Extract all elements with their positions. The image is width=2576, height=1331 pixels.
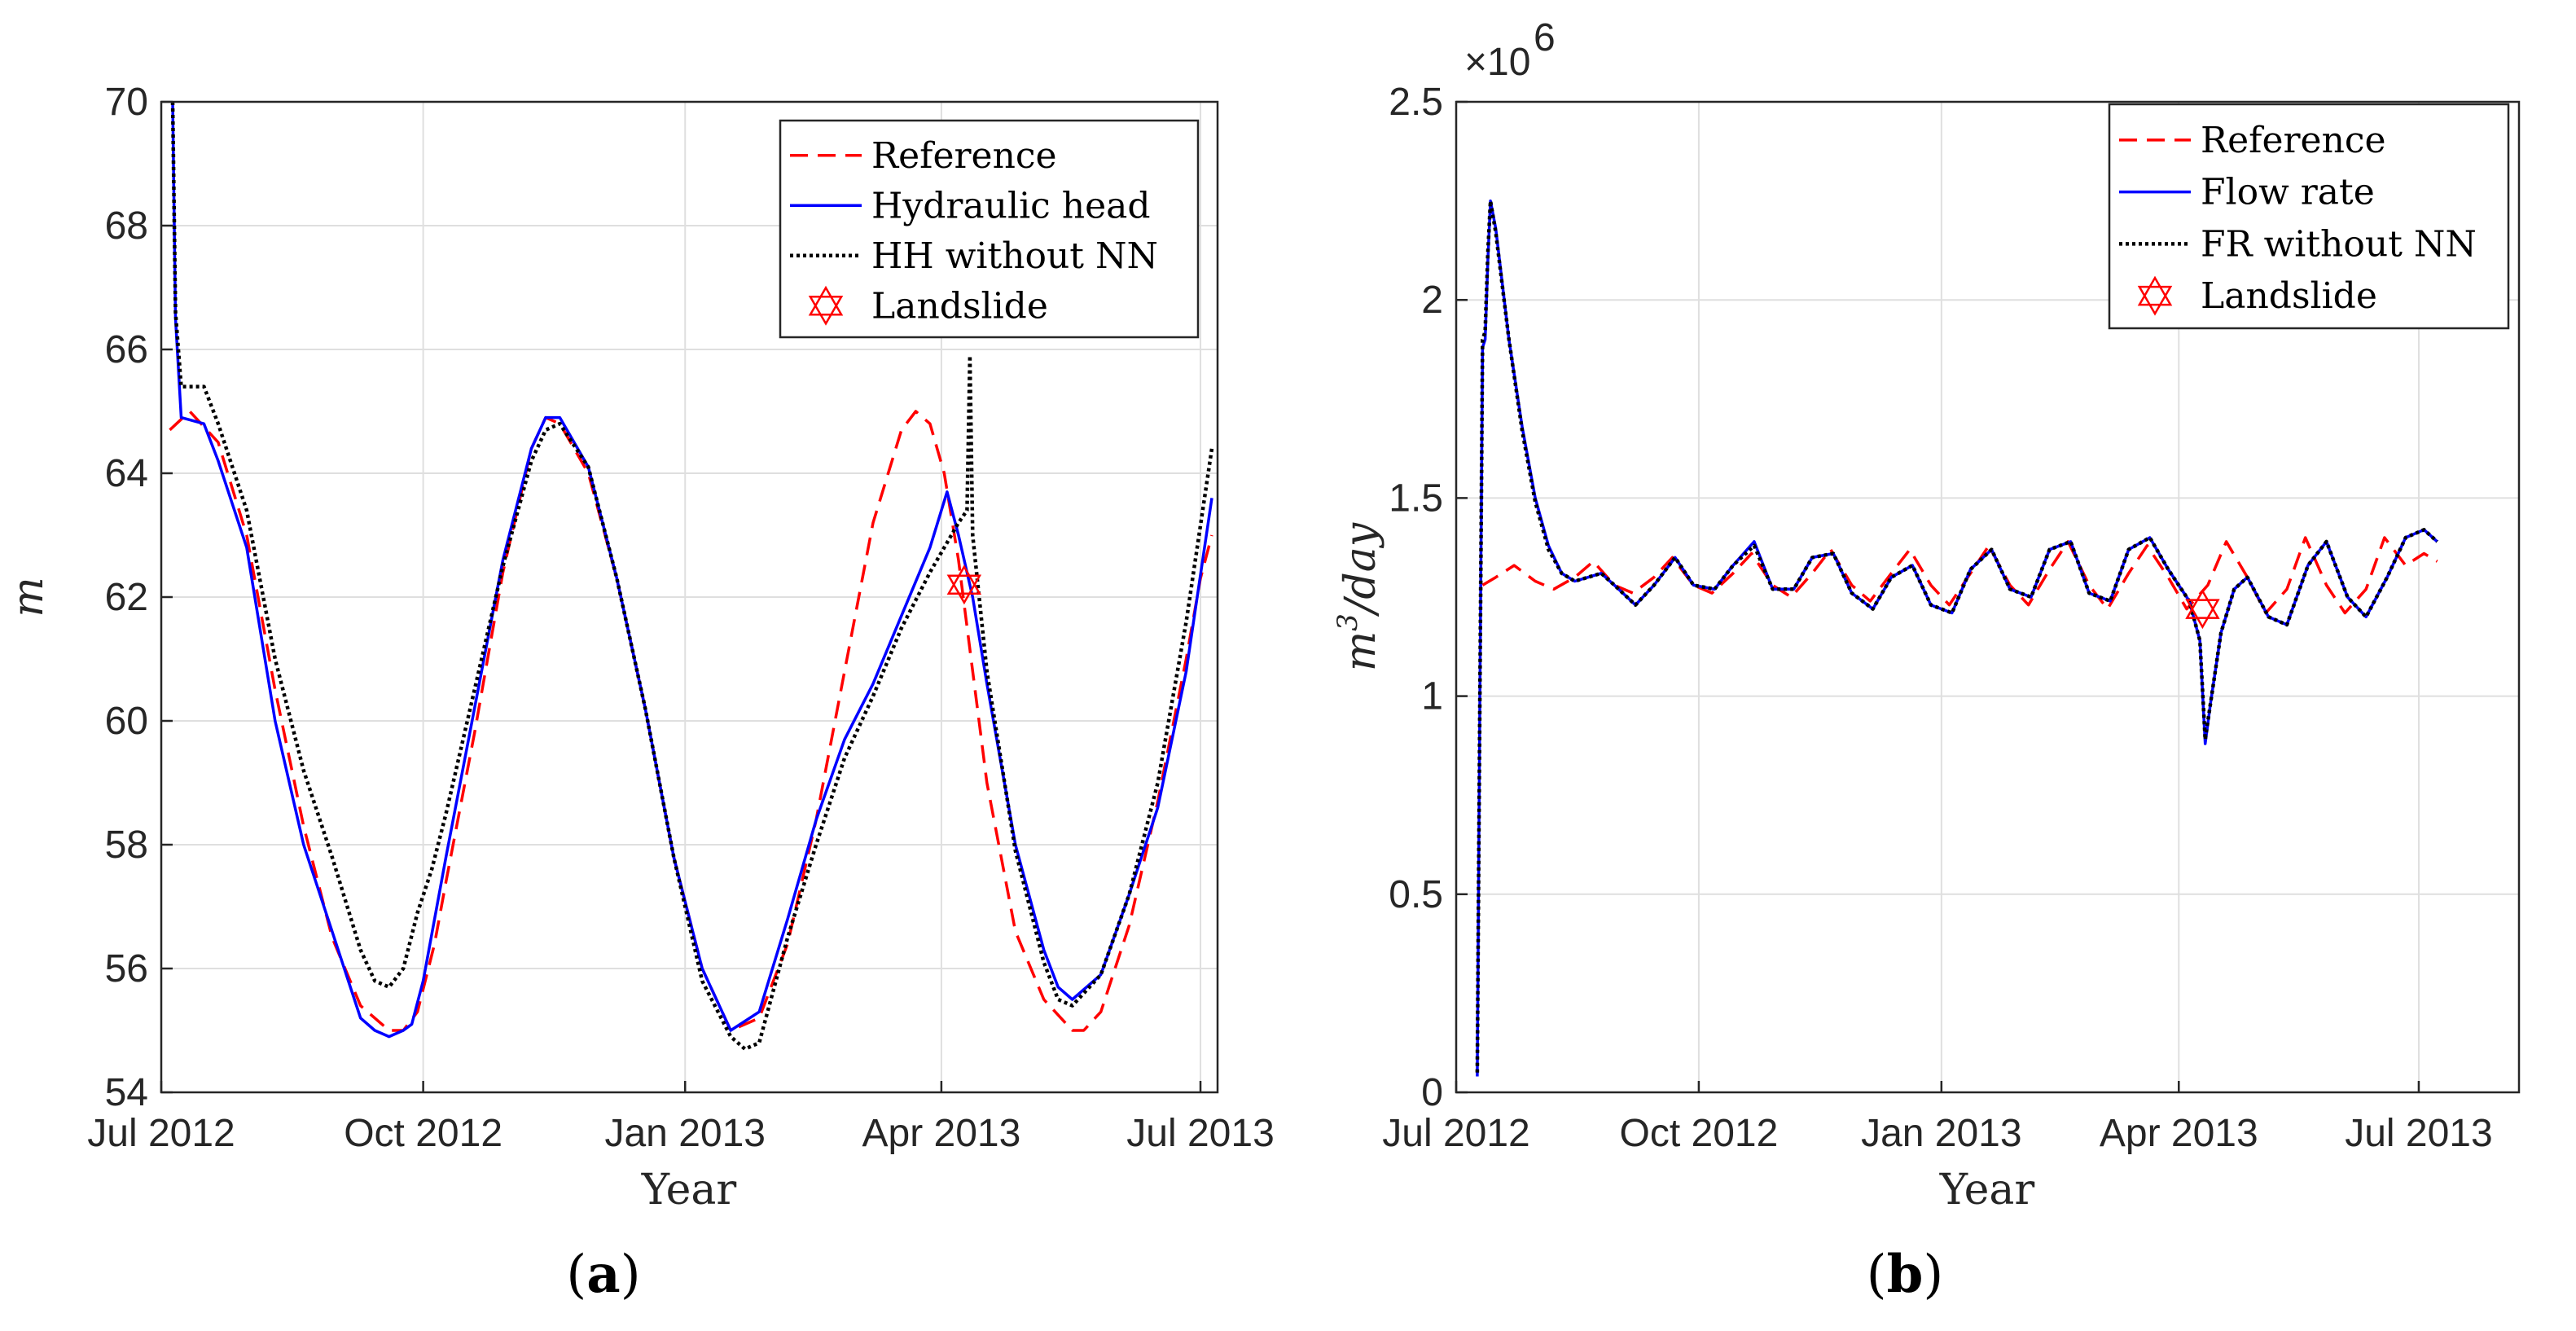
- x-tick-label: Apr 2013: [862, 1112, 1020, 1155]
- x-tick-label: Jul 2012: [87, 1112, 235, 1155]
- y-tick-label: 2.5: [1389, 81, 1443, 124]
- panel-b-label: (b): [1867, 1244, 1944, 1305]
- y-tick-label: 58: [105, 824, 148, 867]
- y-tick-label: 56: [105, 947, 148, 991]
- y-tick-label: 2: [1421, 279, 1443, 322]
- x-tick-label: Oct 2012: [344, 1112, 502, 1155]
- landslide-marker: [946, 564, 982, 605]
- x-tick-label: Jan 2013: [1861, 1112, 2022, 1155]
- landslide-marker: [2185, 589, 2220, 630]
- x-tick-label: Jul 2012: [1382, 1112, 1529, 1155]
- y-tick-label: 1: [1421, 675, 1443, 718]
- legend-label: Flow rate: [2201, 172, 2375, 213]
- y-tick-label: 70: [105, 81, 148, 124]
- panel-a-label-letter: a: [586, 1244, 620, 1305]
- series-line-fr-without-nn: [1475, 199, 2439, 1073]
- legend-label: Landslide: [871, 285, 1048, 327]
- panel-a-x-axis-label: Year: [641, 1166, 737, 1215]
- panel-b-exponent-power: 6: [1534, 16, 1556, 59]
- panel-b-plot-frame: [1455, 100, 2521, 1094]
- x-tick-label: Apr 2013: [2100, 1112, 2258, 1155]
- y-tick-label: 54: [105, 1071, 148, 1114]
- y-tick-label: 60: [105, 700, 148, 743]
- panel-a-label: (a): [566, 1244, 640, 1305]
- legend-marker-icon: [808, 285, 844, 326]
- legend-label: Hydraulic head: [871, 185, 1151, 226]
- legend-label: Reference: [871, 135, 1057, 177]
- series-line-flow-rate: [1476, 199, 2438, 1077]
- panel-b-y-axis-label: m3/day: [1332, 522, 1385, 671]
- legend-marker-icon: [2137, 275, 2173, 316]
- y-tick-label: 0: [1421, 1071, 1443, 1114]
- panel-b-exponent-base: ×10: [1464, 41, 1530, 84]
- legend-label: HH without NN: [871, 235, 1158, 277]
- y-tick-label: 64: [105, 452, 148, 495]
- panel-b-y-axis-label-text: m3/day: [1332, 522, 1385, 671]
- x-tick-label: Jul 2013: [2345, 1112, 2492, 1155]
- legend-box: [2108, 103, 2510, 330]
- legend-label: Landslide: [2201, 275, 2377, 317]
- panel-a-y-axis-label: m: [4, 577, 53, 617]
- panel-b-legend: Reference Flow rate FR without NN Landslide: [2108, 103, 2510, 330]
- x-tick-label: Jan 2013: [604, 1112, 766, 1155]
- panel-a-legend: Reference Hydraulic head HH without NN Land…: [779, 119, 1200, 339]
- y-tick-label: 0.5: [1389, 873, 1443, 916]
- panel-b-chart: 0 0.5 1 1.5 2 2.5 Jul 2012 Oct 2012 Jan 2013 Apr…: [1332, 16, 2521, 1215]
- x-tick-label: Oct 2012: [1620, 1112, 1779, 1155]
- series-line-reference: [1481, 536, 2438, 615]
- y-tick-label: 62: [105, 576, 148, 619]
- y-tick-label: 1.5: [1389, 477, 1443, 520]
- panel-a-chart: 54 56 58 60 62 64 66 68 70 Jul 2012 Oct 2012 Jan 2…: [4, 81, 1275, 1215]
- legend-label: Reference: [2201, 120, 2386, 161]
- panel-b-y-exponent: ×10 6: [1464, 16, 1556, 84]
- x-tick-label: Jul 2013: [1126, 1112, 1274, 1155]
- panel-b-label-letter: b: [1887, 1244, 1924, 1305]
- y-tick-label: 68: [105, 204, 148, 248]
- y-tick-label: 66: [105, 328, 148, 371]
- legend-label: FR without NN: [2201, 223, 2477, 265]
- panel-b-x-axis-label: Year: [1939, 1166, 2035, 1215]
